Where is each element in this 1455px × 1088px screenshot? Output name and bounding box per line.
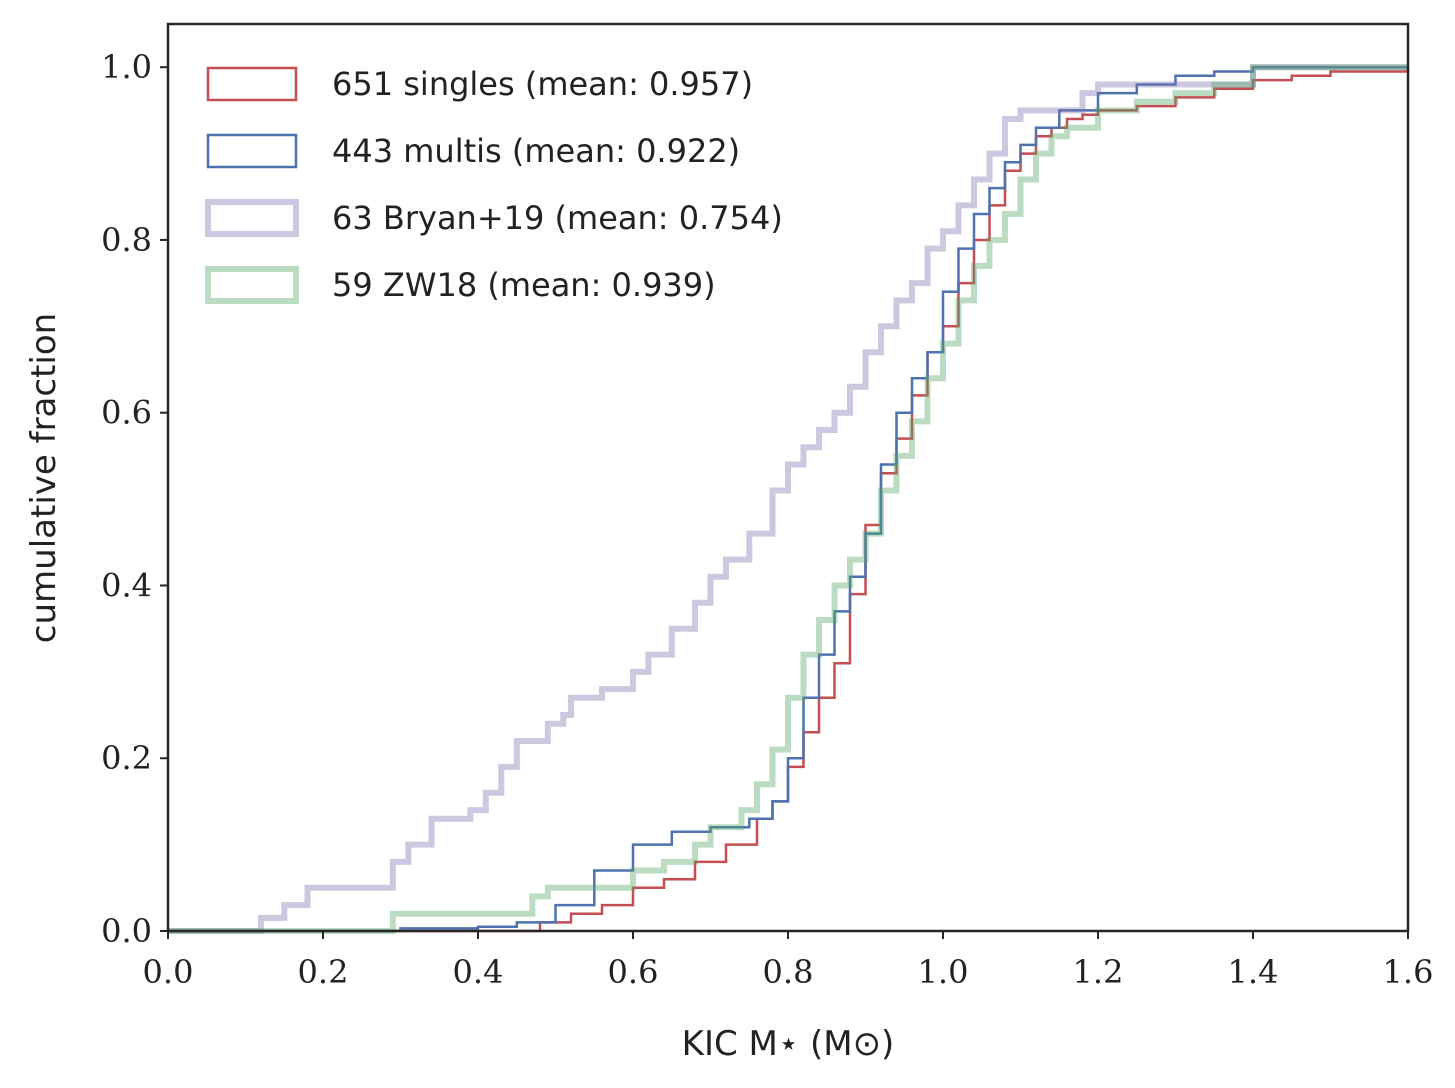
y-axis-ticks: 0.0 0.2 0.4 0.6 0.8 1.0 <box>101 48 168 950</box>
x-tick-label: 1.0 <box>918 953 969 991</box>
y-axis-label: cumulative fraction <box>24 313 64 643</box>
legend-swatch <box>206 133 298 169</box>
x-tick-label: 0.2 <box>298 953 349 991</box>
legend-label: 651 singles (mean: 0.957) <box>332 65 753 103</box>
x-tick-label: 0.6 <box>608 953 659 991</box>
x-tick-label: 0.0 <box>143 953 194 991</box>
y-tick-label: 0.8 <box>101 221 152 259</box>
series-layer <box>168 64 1410 934</box>
y-tick-label: 0.0 <box>101 912 152 950</box>
y-tick-label: 0.2 <box>101 739 152 777</box>
x-tick-label: 1.4 <box>1228 953 1279 991</box>
series-line-singles <box>168 67 1410 933</box>
legend-label: 63 Bryan+19 (mean: 0.754) <box>332 199 783 237</box>
series-line-multis <box>168 65 1408 933</box>
x-axis-ticks: 0.0 0.2 0.4 0.6 0.8 1.0 1.2 1.4 1.6 <box>143 931 1434 991</box>
legend-swatch <box>206 66 298 102</box>
x-tick-label: 0.8 <box>763 953 814 991</box>
series-line-bryan19 <box>168 64 1408 934</box>
legend-swatch <box>205 266 299 304</box>
legend-swatch <box>205 199 299 237</box>
x-tick-label: 0.4 <box>453 953 504 991</box>
x-axis-label: KIC M⋆ (M⊙) <box>682 1024 895 1064</box>
x-tick-label: 1.6 <box>1383 953 1434 991</box>
legend-label: 443 multis (mean: 0.922) <box>332 132 740 170</box>
legend: 651 singles (mean: 0.957) 443 multis (mea… <box>205 65 783 304</box>
series-line-zw18 <box>168 64 1408 934</box>
y-tick-label: 0.4 <box>101 566 152 604</box>
legend-label: 59 ZW18 (mean: 0.939) <box>332 266 716 304</box>
x-tick-label: 1.2 <box>1073 953 1124 991</box>
y-tick-label: 0.6 <box>101 394 152 432</box>
y-tick-label: 1.0 <box>101 48 152 86</box>
